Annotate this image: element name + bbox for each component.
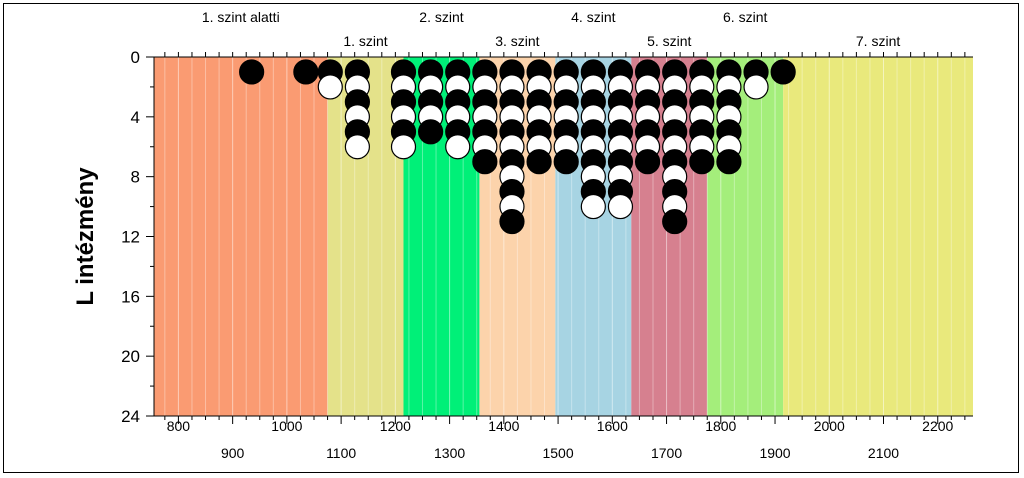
y-tick-label: 0 <box>131 48 140 67</box>
data-point <box>390 134 417 160</box>
x-tick-label: 900 <box>221 445 245 461</box>
data-point <box>239 59 265 85</box>
y-tick-label: 4 <box>131 108 140 127</box>
data-point <box>499 208 525 235</box>
data-point <box>662 208 688 235</box>
data-point <box>743 74 769 100</box>
x-tick-label: 1000 <box>271 418 302 434</box>
x-tick-label: 1800 <box>705 418 736 434</box>
data-point <box>293 59 319 85</box>
x-tick-label: 1700 <box>651 445 682 461</box>
level-label: 1. szint alatti <box>202 9 280 25</box>
axes <box>146 52 973 424</box>
level-band <box>154 57 328 416</box>
data-point <box>344 134 370 160</box>
level-label: 4. szint <box>571 9 615 25</box>
x-tick-label: 1100 <box>326 445 356 461</box>
level-label: 7. szint <box>856 33 900 49</box>
x-tick-label: 1400 <box>488 418 519 434</box>
x-tick-label: 2100 <box>868 445 899 461</box>
level-label: 2. szint <box>419 9 463 25</box>
level-label: 6. szint <box>723 9 767 25</box>
data-point <box>445 134 471 160</box>
data-point <box>553 149 579 175</box>
level-band <box>783 57 973 416</box>
y-tick-label: 16 <box>121 287 140 306</box>
data-point <box>716 149 742 175</box>
x-tick-label: 800 <box>167 418 191 434</box>
y-tick-label: 20 <box>121 347 140 366</box>
labels: 1. szint alatti 1. szint 2. szint 3. szint 4… <box>72 9 954 461</box>
level-label: 5. szint <box>647 33 691 49</box>
level-label: 3. szint <box>495 33 539 49</box>
data-point <box>472 149 498 175</box>
data-points <box>239 59 796 235</box>
x-tick-label: 1900 <box>759 445 790 461</box>
data-point <box>634 149 661 175</box>
data-point <box>770 59 796 85</box>
x-tick-label: 2000 <box>814 418 845 434</box>
data-point <box>526 149 552 175</box>
y-tick-label: 24 <box>121 407 140 426</box>
x-tick-label: 1300 <box>434 445 465 461</box>
data-point <box>317 74 343 100</box>
y-tick-label: 12 <box>121 228 140 247</box>
y-tick-label: 8 <box>131 168 140 187</box>
data-point <box>580 193 606 220</box>
x-tick-label: 2200 <box>922 418 953 434</box>
x-tick-label: 1500 <box>542 445 573 461</box>
y-axis-label: L intézmény <box>72 167 99 306</box>
data-point <box>418 119 444 145</box>
level-label: 1. szint <box>343 33 387 49</box>
x-tick-label: 1600 <box>597 418 628 434</box>
data-point <box>689 149 715 175</box>
x-tick-label: 1200 <box>380 418 411 434</box>
data-point <box>607 193 634 220</box>
